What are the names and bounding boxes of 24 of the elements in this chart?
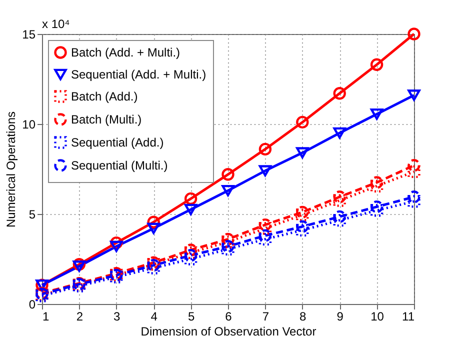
x-tick-label: 4 <box>150 310 158 324</box>
x-tick-label: 2 <box>76 310 84 324</box>
x-tick-label: 8 <box>300 310 307 324</box>
x-tick-label: 1 <box>42 310 50 324</box>
y-tick-label: 0 <box>28 298 36 312</box>
x-tick-label: 3 <box>114 310 121 324</box>
legend-label: Sequential (Add. + Multi.) <box>71 68 206 82</box>
legend-label: Batch (Multi.) <box>71 112 142 126</box>
legend-label: Sequential (Add.) <box>71 136 164 150</box>
x-axis-title: Dimension of Observation Vector <box>140 324 316 338</box>
y-tick-label: 5 <box>28 208 36 222</box>
legend-label: Batch (Add. + Multi.) <box>71 46 180 60</box>
legend-label: Sequential (Multi.) <box>71 158 168 172</box>
x-tick-label: 11 <box>402 310 415 324</box>
x-tick-label: 9 <box>336 310 344 324</box>
y-tick-label: 10 <box>22 118 36 132</box>
legend-label: Batch (Add.) <box>71 90 138 104</box>
x-tick-label: 7 <box>262 310 270 324</box>
x-tick-label: 6 <box>225 310 232 324</box>
y-tick-label: 15 <box>22 28 36 42</box>
x-tick-label: 10 <box>370 310 384 324</box>
x-tick-label: 5 <box>188 310 195 324</box>
y-axis-title: Numerical Operations <box>4 111 18 228</box>
text: x 10⁴ <box>42 17 70 31</box>
